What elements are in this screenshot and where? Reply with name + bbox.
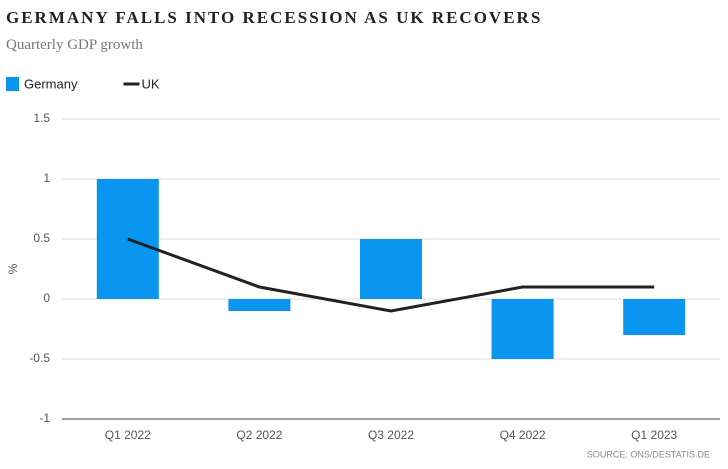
- bar: [360, 239, 422, 299]
- bar: [623, 299, 686, 335]
- x-tick-label: Q2 2022: [236, 428, 282, 442]
- y-tick-label: 0.5: [33, 231, 50, 245]
- chart-subtitle: Quarterly GDP growth: [6, 37, 143, 53]
- y-tick-label: -1: [39, 411, 50, 425]
- y-axis-label: %: [6, 263, 20, 274]
- chart-title: GERMANY FALLS INTO RECESSION AS UK RECOV…: [6, 8, 542, 27]
- y-tick-label: -0.5: [29, 351, 50, 365]
- y-tick-label: 1: [43, 171, 50, 185]
- source: SOURCE: ONS/DESTATIS.DE: [587, 449, 710, 459]
- line: [127, 237, 655, 313]
- legend-swatch: [6, 77, 19, 91]
- x-tick-label: Q3 2022: [368, 428, 414, 442]
- x-tick-label: Q1 2022: [105, 428, 151, 442]
- legend-label: Germany: [24, 76, 78, 91]
- x-tick-label: Q4 2022: [500, 428, 546, 442]
- y-tick-label: 1.5: [33, 111, 50, 125]
- x-tick-label: Q1 2023: [631, 428, 677, 442]
- legend-label: UK: [141, 76, 159, 91]
- bar: [491, 299, 554, 359]
- y-tick-label: 0: [43, 291, 50, 305]
- bar: [228, 299, 291, 311]
